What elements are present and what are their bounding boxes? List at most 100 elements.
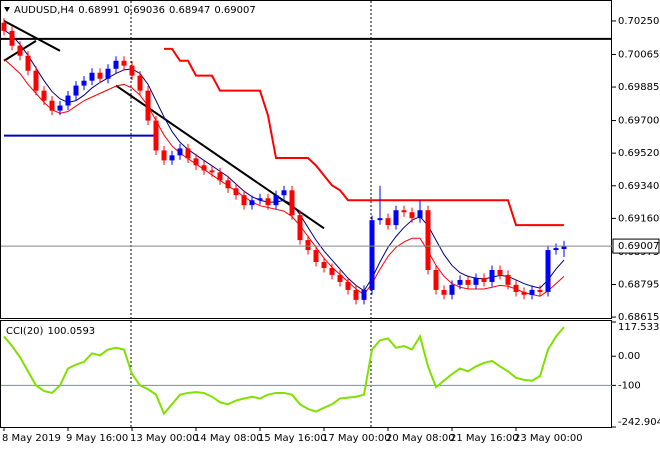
candle-body [329, 268, 335, 275]
candle-body [137, 75, 143, 91]
candle-body [425, 210, 431, 270]
x-tick-label: 9 May 16:00 [66, 433, 128, 444]
candle-body [257, 198, 263, 201]
cci-panel-frame [0, 320, 612, 428]
x-tick-label: 15 May 16:00 [258, 433, 327, 444]
candle-body [17, 45, 23, 56]
y-tick-label: 0.69520 [618, 148, 659, 159]
candle-body [441, 289, 447, 295]
x-tick-label: 14 May 08:00 [194, 433, 263, 444]
y-tick-label: 0.69160 [618, 213, 659, 224]
candle-body [385, 218, 391, 226]
candle-body [417, 210, 423, 219]
x-tick-label: 21 May 16:00 [450, 433, 519, 444]
header-open: 0.68991 [78, 5, 119, 16]
x-tick-label: 8 May 2019 [2, 433, 61, 444]
candle-body [273, 195, 279, 206]
candle-body [177, 148, 183, 156]
candle-body [561, 246, 567, 249]
header-low: 0.68947 [169, 5, 210, 16]
y-tick-label: 0.70250 [618, 16, 659, 27]
header-high: 0.69036 [124, 5, 165, 16]
candle-body [529, 289, 535, 295]
candle-body [89, 72, 95, 81]
candle-body [505, 274, 511, 285]
candle-body [545, 250, 551, 292]
trendline [3, 20, 61, 52]
candle-body [393, 210, 399, 226]
candle-body [81, 80, 87, 86]
candle-body [193, 158, 199, 166]
candle-body [449, 284, 455, 295]
candle-body [537, 289, 543, 292]
candle-body [121, 60, 127, 66]
x-tick-label: 13 May 00:00 [130, 433, 199, 444]
candle-body [97, 72, 103, 79]
cci-tick-label: -242.9041 [618, 417, 660, 428]
menu-icon [4, 7, 10, 12]
candle-body [33, 70, 39, 91]
y-tick-label: 0.68795 [618, 279, 659, 290]
candle-body [49, 100, 55, 111]
candle-body [9, 30, 15, 46]
candle-body [289, 190, 295, 216]
header-close: 0.69007 [214, 5, 255, 16]
candle-body [65, 95, 71, 106]
y-tick-label: 0.69340 [618, 181, 659, 192]
cci-tick-label: -100 [618, 380, 641, 391]
x-tick-label: 17 May 00:00 [322, 433, 391, 444]
candle-body [353, 289, 359, 300]
current-price-label: 0.69007 [618, 241, 659, 252]
y-tick-label: 0.69885 [618, 82, 659, 93]
candle-body [41, 90, 47, 101]
candle-body [377, 218, 383, 221]
candle-body [105, 68, 111, 79]
candle-body [465, 279, 471, 285]
candle-body [129, 65, 135, 76]
indicator-line [164, 47, 564, 227]
candle-body [73, 85, 79, 96]
y-tick-label: 0.69700 [618, 116, 659, 127]
symbol: AUDUSD,H4 [14, 5, 74, 16]
candle-body [241, 195, 247, 206]
cci-line [3, 326, 565, 416]
candle-body [113, 60, 119, 69]
cci-title: CCI(20) [6, 326, 44, 337]
candle-body [497, 269, 503, 275]
trendline [115, 84, 325, 230]
candle-body [521, 291, 527, 295]
candle-body [209, 170, 215, 173]
candle-body [25, 55, 31, 71]
cci-last-value: 100.0593 [47, 326, 95, 337]
candle-body [313, 250, 319, 263]
current-price-box [612, 238, 660, 254]
price-panel-frame [0, 0, 612, 319]
y-tick-label: 0.70065 [618, 49, 659, 60]
x-tick-label: 20 May 08:00 [386, 433, 455, 444]
candle-body [457, 279, 463, 285]
candle-body [249, 200, 255, 206]
candle-body [401, 210, 407, 213]
candle-body [489, 269, 495, 282]
candle-body [297, 215, 303, 241]
candle-body [265, 198, 271, 206]
candle-body [217, 172, 223, 181]
candle-body [433, 269, 439, 290]
chart-header: AUDUSD,H4 0.68991 0.69036 0.68947 0.69007 [14, 5, 256, 16]
candle-body [361, 289, 367, 300]
indicator-line [3, 29, 565, 292]
candle-body [369, 220, 375, 290]
plot-layer: 0.70250 0.70065 0.69885 0.69700 0.69520 0.693… [1, 16, 660, 444]
candle-body [57, 105, 63, 111]
cci-tick-label: 117.5337 [618, 322, 660, 333]
candle-body [233, 188, 239, 196]
candle-body [225, 180, 231, 189]
candle-body [409, 212, 415, 219]
candle-body [321, 262, 327, 269]
candle-body [145, 90, 151, 121]
candle-body [473, 277, 479, 285]
candle-body [185, 148, 191, 159]
y-tick-label: 0.68615 [618, 312, 659, 323]
candle-body [513, 284, 519, 292]
